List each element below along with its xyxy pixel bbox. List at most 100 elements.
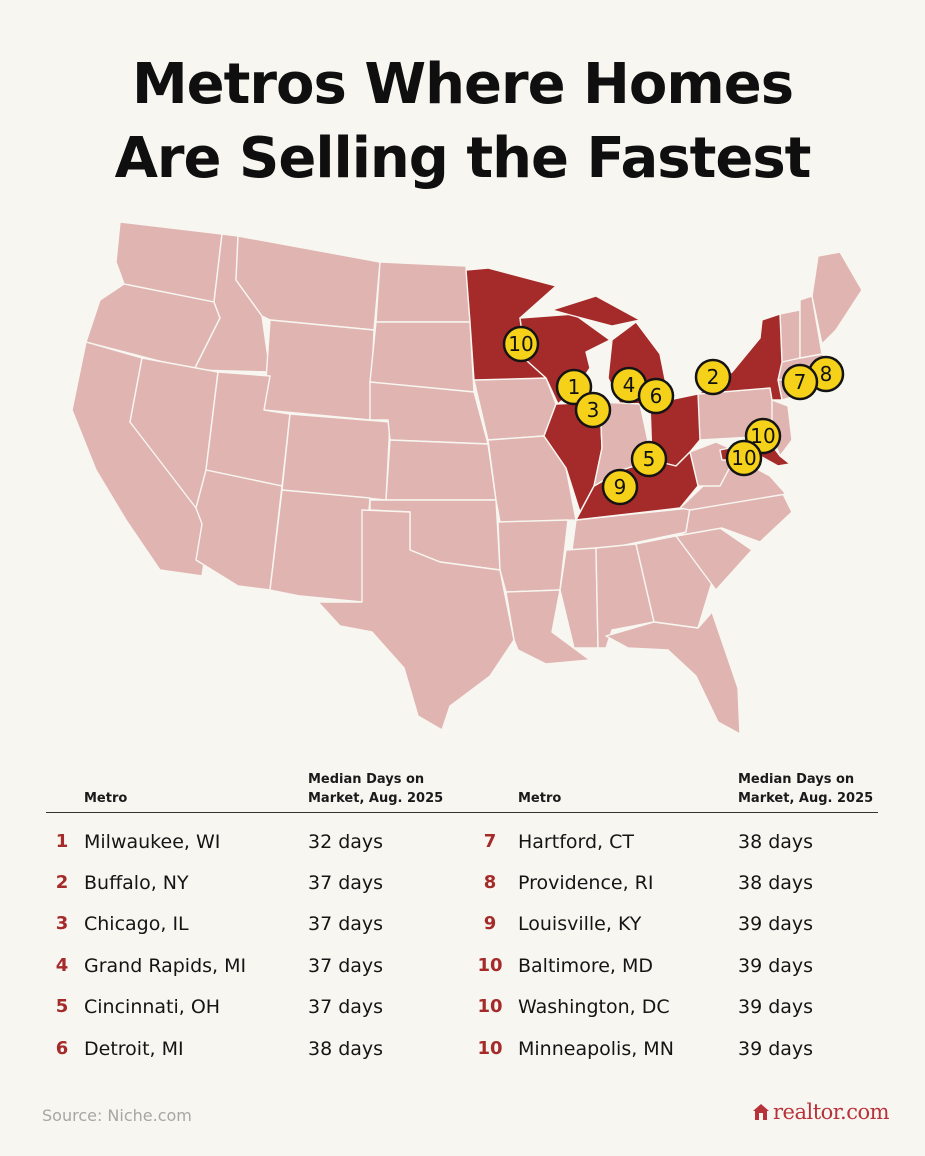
- row-metro: Louisville, KY: [518, 913, 642, 935]
- state-tn: [571, 507, 691, 551]
- row-rank: 9: [483, 913, 497, 934]
- svg-text:5: 5: [643, 447, 656, 471]
- state-la: [505, 589, 591, 665]
- row-rank: 1: [55, 831, 69, 852]
- states-base: [71, 221, 863, 735]
- marker-buffalo: 2: [694, 358, 732, 396]
- row-days: 39 days: [738, 955, 814, 977]
- row-metro: Providence, RI: [518, 872, 654, 894]
- table-row: 10 Washington, DC 39 days: [476, 994, 878, 1020]
- svg-text:9: 9: [614, 475, 627, 499]
- state-nh: [799, 295, 823, 359]
- row-days: 39 days: [738, 913, 814, 935]
- row-rank: 10: [477, 955, 503, 976]
- header-metro-right: Metro: [518, 791, 562, 806]
- row-rank: 2: [55, 872, 69, 893]
- row-rank: 8: [483, 872, 497, 893]
- row-rank: 10: [477, 1038, 503, 1059]
- marker-hartford: 7: [781, 363, 819, 401]
- svg-text:10: 10: [508, 332, 533, 356]
- row-days: 38 days: [738, 872, 814, 894]
- state-ms: [559, 547, 599, 649]
- brand-logo: realtor.com: [752, 1100, 890, 1124]
- row-metro: Cincinnati, OH: [84, 996, 221, 1018]
- us-map: 10 1 3 4 6 2 8 7 5 9 10: [71, 221, 863, 735]
- marker-louisville: 9: [601, 468, 639, 506]
- svg-text:3: 3: [587, 398, 600, 422]
- marker-minneapolis: 10: [502, 325, 540, 363]
- row-rank: 6: [55, 1038, 69, 1059]
- rankings-table: Metro Median Days on Market, Aug. 2025 M…: [46, 770, 878, 1060]
- header-days-left-line1: Median Days on: [308, 772, 425, 787]
- row-days: 37 days: [308, 955, 384, 977]
- header-days-left-line2: Market, Aug. 2025: [308, 791, 444, 806]
- state-wy: [263, 319, 375, 421]
- state-nc: [675, 491, 793, 543]
- svg-text:10: 10: [731, 446, 756, 470]
- state-fl: [605, 611, 741, 735]
- row-metro: Chicago, IL: [84, 913, 189, 935]
- svg-text:8: 8: [820, 362, 833, 386]
- row-metro: Hartford, CT: [518, 831, 634, 853]
- state-ny: [697, 313, 783, 401]
- table-row: 10 Baltimore, MD 39 days: [476, 953, 878, 979]
- state-sd: [369, 321, 475, 393]
- row-days: 37 days: [308, 996, 384, 1018]
- table-row: 8 Providence, RI 38 days: [476, 870, 878, 896]
- state-co: [281, 413, 391, 501]
- row-metro: Washington, DC: [518, 996, 670, 1018]
- title-line-1: Metros Where Homes: [131, 52, 794, 117]
- header-days-left: Median Days on Market, Aug. 2025: [308, 770, 443, 808]
- header-metro-left: Metro: [84, 791, 128, 806]
- row-metro: Baltimore, MD: [518, 955, 654, 977]
- row-days: 38 days: [308, 1038, 384, 1060]
- state-tx: [317, 509, 515, 731]
- marker-chicago: 3: [574, 391, 612, 429]
- state-nd: [375, 261, 471, 323]
- marker-washington: 10: [725, 439, 763, 477]
- row-rank: 4: [55, 955, 69, 976]
- header-days-right: Median Days on Market, Aug. 2025: [738, 770, 873, 808]
- svg-text:1: 1: [568, 375, 581, 399]
- state-nm: [269, 489, 371, 603]
- state-az: [195, 469, 283, 591]
- row-days: 39 days: [738, 996, 814, 1018]
- table-row: 5 Cincinnati, OH 37 days: [46, 994, 462, 1020]
- table-row: 3 Chicago, IL 37 days: [46, 911, 462, 937]
- header-divider: [46, 812, 878, 813]
- metro-markers: 10 1 3 4 6 2 8 7 5 9 10: [502, 325, 845, 506]
- row-days: 37 days: [308, 872, 384, 894]
- table-row: 2 Buffalo, NY 37 days: [46, 870, 462, 896]
- row-rank: 5: [55, 996, 69, 1017]
- marker-detroit: 6: [637, 377, 675, 415]
- row-metro: Detroit, MI: [84, 1038, 184, 1060]
- row-days: 38 days: [738, 831, 814, 853]
- row-rank: 7: [483, 831, 497, 852]
- svg-text:6: 6: [650, 384, 663, 408]
- table-row: 4 Grand Rapids, MI 37 days: [46, 953, 462, 979]
- row-metro: Minneapolis, MN: [518, 1038, 674, 1060]
- table-row: 10 Minneapolis, MN 39 days: [476, 1036, 878, 1062]
- house-icon: [753, 1104, 769, 1120]
- row-days: 32 days: [308, 831, 384, 853]
- state-mi-upper: [551, 295, 641, 327]
- table-row: 6 Detroit, MI 38 days: [46, 1036, 462, 1062]
- brand-wordmark: realtor.com: [773, 1100, 890, 1124]
- table-row: 1 Milwaukee, WI 32 days: [46, 829, 462, 855]
- header-days-right-line2: Market, Aug. 2025: [738, 791, 874, 806]
- svg-text:2: 2: [707, 365, 720, 389]
- marker-cincinnati: 5: [630, 440, 668, 478]
- title-line-2: Are Selling the Fastest: [114, 126, 812, 191]
- row-rank: 3: [55, 913, 69, 934]
- state-ar: [497, 519, 569, 593]
- row-rank: 10: [477, 996, 503, 1017]
- row-metro: Buffalo, NY: [84, 872, 189, 894]
- table-row: 9 Louisville, KY 39 days: [476, 911, 878, 937]
- page-title: Metros Where Homes Are Selling the Faste…: [0, 48, 925, 196]
- source-note: Source: Niche.com: [42, 1106, 192, 1125]
- row-days: 39 days: [738, 1038, 814, 1060]
- state-ia: [473, 377, 557, 441]
- state-ks: [385, 439, 497, 501]
- svg-text:7: 7: [794, 370, 807, 394]
- state-me: [811, 251, 863, 345]
